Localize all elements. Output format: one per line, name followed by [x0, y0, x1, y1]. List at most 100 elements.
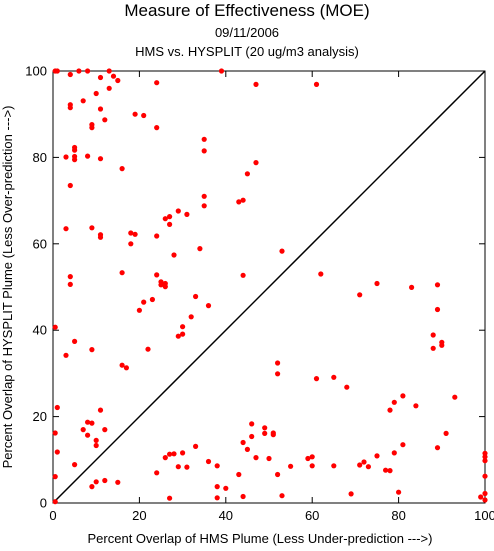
chart-title: Measure of Effectiveness (MOE) — [124, 1, 369, 20]
data-point — [128, 230, 134, 236]
data-point — [331, 463, 337, 469]
data-point — [52, 474, 58, 480]
data-point — [214, 463, 220, 469]
data-point — [119, 166, 125, 172]
data-point — [72, 462, 78, 468]
data-point — [85, 68, 91, 74]
data-point — [361, 459, 367, 465]
data-point — [430, 345, 436, 351]
x-axis-label: Percent Overlap of HMS Plume (Less Under… — [88, 531, 433, 546]
data-point — [80, 98, 86, 104]
data-point — [184, 464, 190, 470]
data-point — [374, 453, 380, 459]
data-point — [63, 154, 69, 160]
data-point — [102, 427, 108, 433]
data-point — [93, 90, 99, 97]
data-point — [102, 477, 108, 484]
data-point — [119, 362, 125, 368]
data-point — [236, 199, 242, 205]
x-axis-ticks: 0 20 40 60 80 100 — [49, 71, 494, 523]
data-point — [244, 446, 250, 452]
data-point — [115, 77, 121, 84]
data-point — [275, 371, 281, 377]
data-point — [266, 455, 272, 462]
data-point — [387, 407, 393, 413]
data-point — [97, 234, 104, 240]
data-point — [54, 404, 60, 411]
data-point — [93, 442, 99, 449]
data-point — [214, 495, 220, 501]
data-point — [67, 71, 73, 78]
data-point — [63, 352, 69, 358]
data-point — [262, 425, 268, 431]
data-point — [313, 81, 320, 87]
data-point — [154, 233, 160, 239]
data-point — [244, 171, 250, 177]
data-point — [72, 157, 78, 163]
chart-date: 09/11/2006 — [215, 25, 279, 40]
data-point — [348, 491, 354, 497]
data-point — [154, 80, 160, 86]
data-point — [279, 248, 285, 254]
data-point — [413, 403, 419, 409]
data-point — [97, 156, 104, 162]
data-point — [145, 346, 151, 352]
data-point — [85, 419, 91, 425]
data-point — [434, 282, 441, 288]
y-axis-label: Percent Overlap of HYSPLIT Plume (Less O… — [0, 106, 15, 469]
data-point — [309, 454, 315, 460]
plot-frame — [52, 70, 486, 504]
data-point — [482, 497, 488, 503]
data-point — [106, 68, 112, 74]
x-tick-label: 40 — [219, 508, 233, 523]
data-point — [331, 374, 337, 380]
data-point — [253, 160, 259, 166]
data-point — [313, 376, 320, 382]
data-point — [171, 451, 177, 457]
data-point — [262, 430, 268, 436]
data-point — [434, 306, 441, 313]
y-tick-label: 0 — [40, 496, 47, 511]
data-point — [309, 463, 315, 469]
data-point — [482, 450, 488, 456]
data-point — [482, 473, 488, 479]
data-point — [132, 231, 138, 237]
data-point — [240, 493, 246, 500]
data-point — [443, 430, 449, 436]
x-tick-label: 60 — [305, 508, 319, 523]
data-point — [482, 490, 488, 497]
data-point — [85, 432, 91, 438]
x-tick-label: 80 — [391, 508, 405, 523]
data-point — [175, 333, 181, 339]
data-point — [400, 393, 406, 399]
data-point — [162, 455, 168, 461]
data-point — [205, 458, 212, 465]
x-tick-label: 20 — [132, 508, 146, 523]
data-point — [97, 106, 104, 112]
data-point — [275, 360, 281, 366]
data-point — [54, 449, 60, 455]
data-point — [180, 450, 186, 456]
data-point — [409, 284, 415, 290]
data-point — [205, 303, 212, 309]
data-point — [201, 203, 207, 209]
data-point — [67, 281, 73, 287]
data-point — [344, 384, 350, 390]
data-point — [63, 226, 69, 232]
data-point — [240, 272, 246, 278]
data-point — [236, 471, 242, 478]
data-point — [400, 442, 406, 448]
data-point — [80, 427, 86, 433]
data-point — [180, 331, 186, 337]
data-point — [76, 68, 82, 74]
data-point — [383, 467, 389, 473]
data-point — [288, 463, 294, 469]
data-point — [223, 485, 229, 491]
data-point — [171, 252, 177, 258]
data-point — [482, 458, 488, 464]
data-point — [167, 451, 173, 457]
data-point — [154, 470, 160, 476]
data-point — [97, 407, 104, 413]
plot-area: 0 20 40 60 80 100 0 20 40 60 80 100 — [25, 64, 494, 524]
data-point — [391, 450, 397, 456]
